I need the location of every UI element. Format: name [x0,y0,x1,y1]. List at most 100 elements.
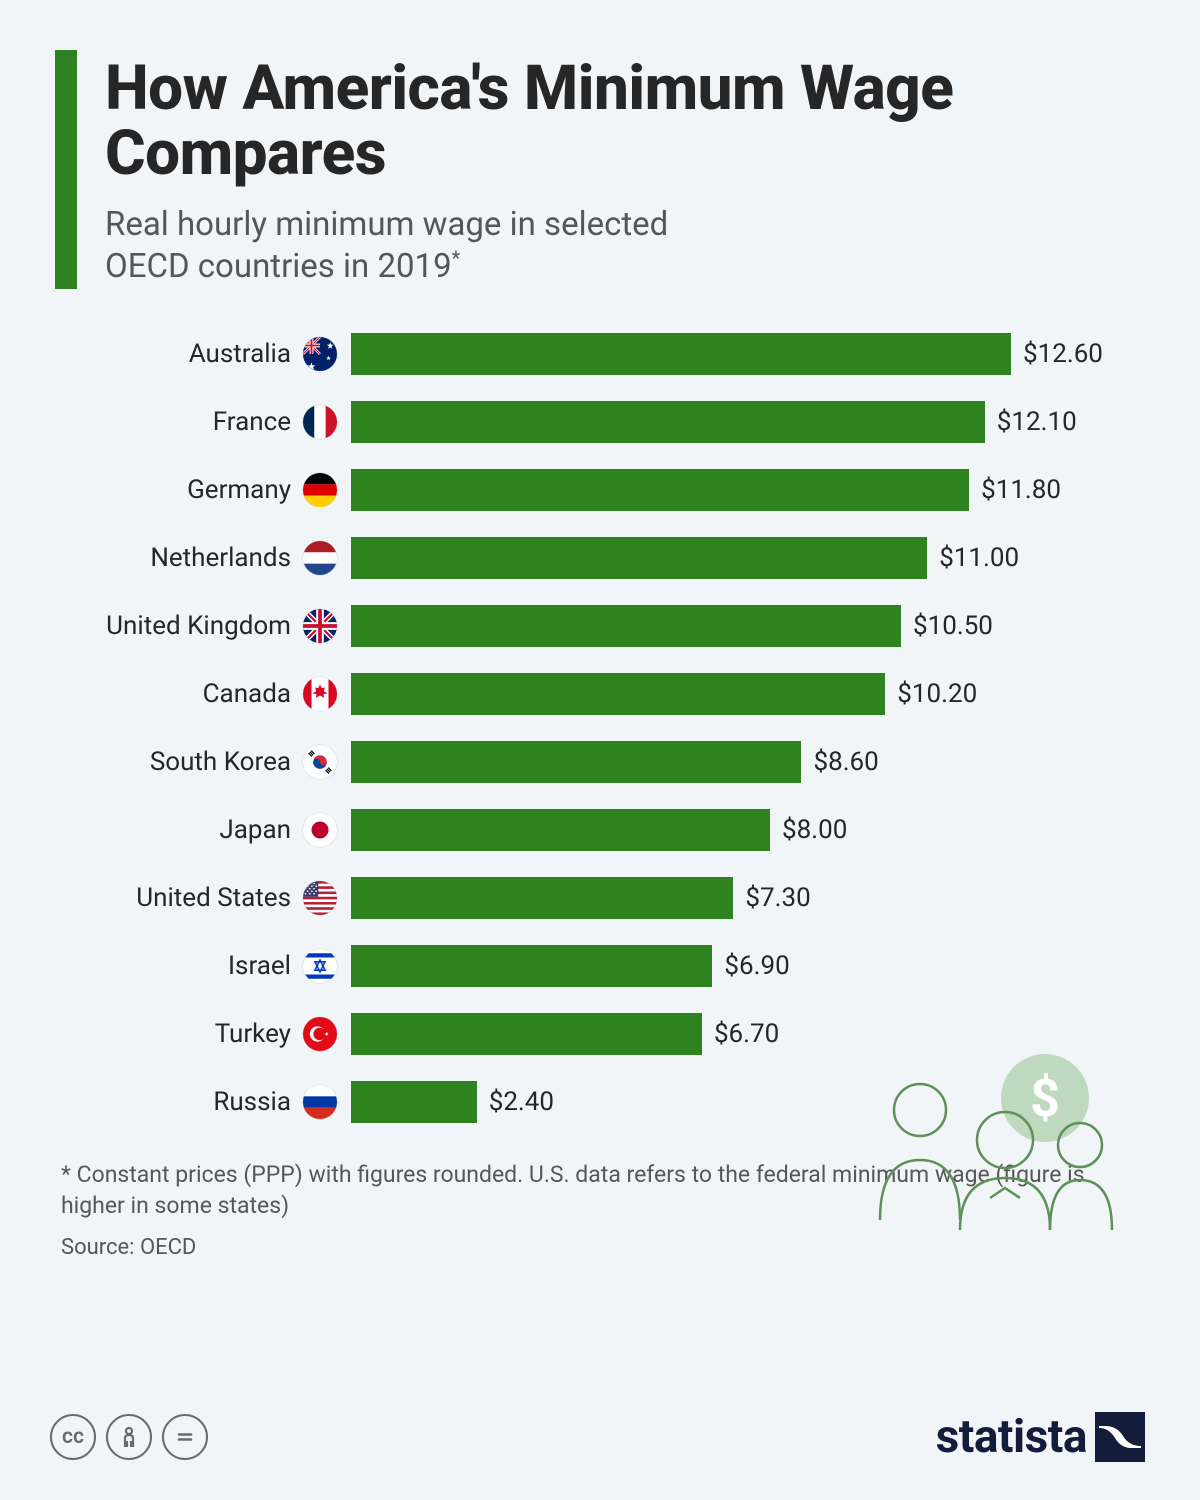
country-label: United Kingdom [106,611,291,641]
country-label: United States [136,883,291,913]
bar [351,401,985,443]
bar-cell: $7.30 [351,877,1145,919]
value-label: $12.60 [1023,339,1103,369]
bar-label-cell: Canada [83,677,351,711]
bar [351,537,927,579]
ca-flag-icon [303,677,337,711]
cc-icon: cc [50,1414,96,1460]
value-label: $2.40 [489,1087,554,1117]
bar-cell: $11.80 [351,469,1145,511]
country-label: Russia [213,1087,291,1117]
bar-cell: $8.00 [351,809,1145,851]
bar-row: Japan $8.00 [83,801,1145,859]
country-label: Turkey [215,1019,291,1049]
accent-bar [55,50,77,289]
statista-wave-icon [1095,1412,1145,1462]
bar [351,877,733,919]
value-label: $7.30 [745,883,810,913]
us-flag-icon [303,881,337,915]
statista-logo: statista [936,1410,1145,1464]
bar-label-cell: France [83,405,351,439]
bar [351,1013,702,1055]
bar-row: Israel $6.90 [83,937,1145,995]
brand-text: statista [936,1410,1087,1464]
value-label: $12.10 [997,407,1077,437]
bar-cell: $10.50 [351,605,1145,647]
bar-label-cell: Turkey [83,1017,351,1051]
bar-label-cell: South Korea [83,745,351,779]
country-label: Germany [187,475,291,505]
bar-row: United Kingdom $10.50 [83,597,1145,655]
bar [351,333,1011,375]
subtitle-line1: Real hourly minimum wage in selected [105,205,668,244]
value-label: $6.90 [724,951,789,981]
cc-by-icon [106,1414,152,1460]
bar-row: Canada $10.20 [83,665,1145,723]
bar [351,605,901,647]
fr-flag-icon [303,405,337,439]
value-label: $8.00 [782,815,847,845]
value-label: $10.20 [897,679,977,709]
country-label: Canada [203,679,291,709]
bar [351,945,712,987]
bar-row: France $12.10 [83,393,1145,451]
svg-text:$: $ [1030,1068,1060,1129]
bar-label-cell: Russia [83,1085,351,1119]
bar-label-cell: Australia [83,337,351,371]
cc-nd-icon [162,1414,208,1460]
nl-flag-icon [303,541,337,575]
country-label: Australia [189,339,291,369]
uk-flag-icon [303,609,337,643]
bar [351,469,969,511]
chart-subtitle: Real hourly minimum wage in selected OEC… [105,204,1145,288]
bar-row: Australia $12.60 [83,325,1145,383]
value-label: $11.80 [981,475,1061,505]
country-label: Japan [219,815,291,845]
bar-label-cell: Japan [83,813,351,847]
source: Source: OECD [55,1235,1145,1260]
value-label: $11.00 [939,543,1019,573]
bar-cell: $6.90 [351,945,1145,987]
au-flag-icon [303,337,337,371]
footer-row: cc statista [50,1410,1145,1464]
kr-flag-icon [303,745,337,779]
country-label: South Korea [150,747,291,777]
people-dollar-icon: $ [850,1050,1130,1230]
header: How America's Minimum Wage Compares Real… [55,50,1145,289]
bar-label-cell: Germany [83,473,351,507]
de-flag-icon [303,473,337,507]
bar-cell: $10.20 [351,673,1145,715]
bar-cell: $6.70 [351,1013,1145,1055]
il-flag-icon [303,949,337,983]
bar-label-cell: United Kingdom [83,609,351,643]
country-label: France [213,407,291,437]
bar-row: United States $7.30 [83,869,1145,927]
bar-label-cell: Israel [83,949,351,983]
jp-flag-icon [303,813,337,847]
chart-title: How America's Minimum Wage Compares [105,56,1145,186]
bar [351,809,770,851]
bar-cell: $8.60 [351,741,1145,783]
bar-row: Netherlands $11.00 [83,529,1145,587]
bar-row: Germany $11.80 [83,461,1145,519]
value-label: $6.70 [714,1019,779,1049]
bar-row: South Korea $8.60 [83,733,1145,791]
bar [351,673,885,715]
subtitle-line2: OECD countries in 2019 [105,247,452,286]
bar-cell: $12.60 [351,333,1145,375]
country-label: Israel [228,951,291,981]
bar-chart: Australia $12.60 France $12.10 Germany $11.80… [83,325,1145,1131]
bar-cell: $12.10 [351,401,1145,443]
license-icons: cc [50,1414,208,1460]
ru-flag-icon [303,1085,337,1119]
tr-flag-icon [303,1017,337,1051]
bar-label-cell: Netherlands [83,541,351,575]
bar [351,1081,477,1123]
value-label: $10.50 [913,611,993,641]
bar-label-cell: United States [83,881,351,915]
value-label: $8.60 [813,747,878,777]
bar-cell: $11.00 [351,537,1145,579]
title-block: How America's Minimum Wage Compares Real… [105,50,1145,289]
bar [351,741,801,783]
country-label: Netherlands [150,543,291,573]
